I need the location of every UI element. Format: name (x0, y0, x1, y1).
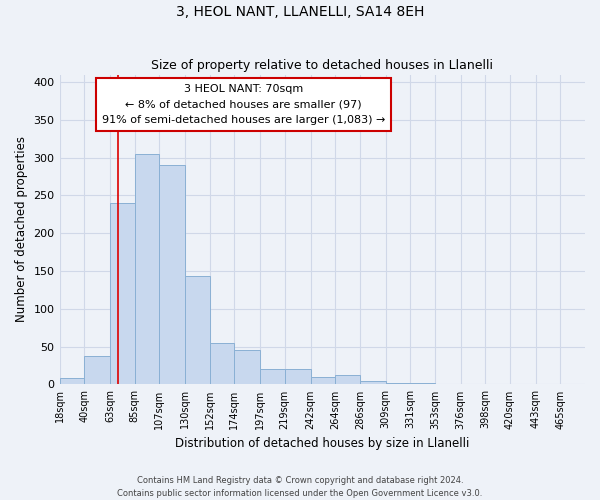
Bar (235, 350, 260, 384)
Bar (410, 383, 435, 384)
Y-axis label: Number of detached properties: Number of detached properties (15, 136, 28, 322)
X-axis label: Distribution of detached houses by size in Llanelli: Distribution of detached houses by size … (175, 437, 469, 450)
Text: Contains HM Land Registry data © Crown copyright and database right 2024.
Contai: Contains HM Land Registry data © Crown c… (118, 476, 482, 498)
Bar (386, 383, 410, 384)
Bar (159, 166, 185, 384)
Bar (360, 380, 386, 384)
Bar (185, 276, 209, 384)
Bar (260, 370, 285, 384)
Bar (311, 377, 335, 384)
Bar (59, 378, 84, 384)
Title: Size of property relative to detached houses in Llanelli: Size of property relative to detached ho… (151, 59, 493, 72)
Bar (209, 343, 235, 384)
Text: 3 HEOL NANT: 70sqm
← 8% of detached houses are smaller (97)
91% of semi-detached: 3 HEOL NANT: 70sqm ← 8% of detached hous… (102, 84, 385, 125)
Bar (134, 154, 159, 384)
Bar (110, 203, 134, 384)
Bar (84, 356, 110, 384)
Bar (335, 374, 360, 384)
Text: 3, HEOL NANT, LLANELLI, SA14 8EH: 3, HEOL NANT, LLANELLI, SA14 8EH (176, 5, 424, 19)
Bar (285, 370, 311, 384)
